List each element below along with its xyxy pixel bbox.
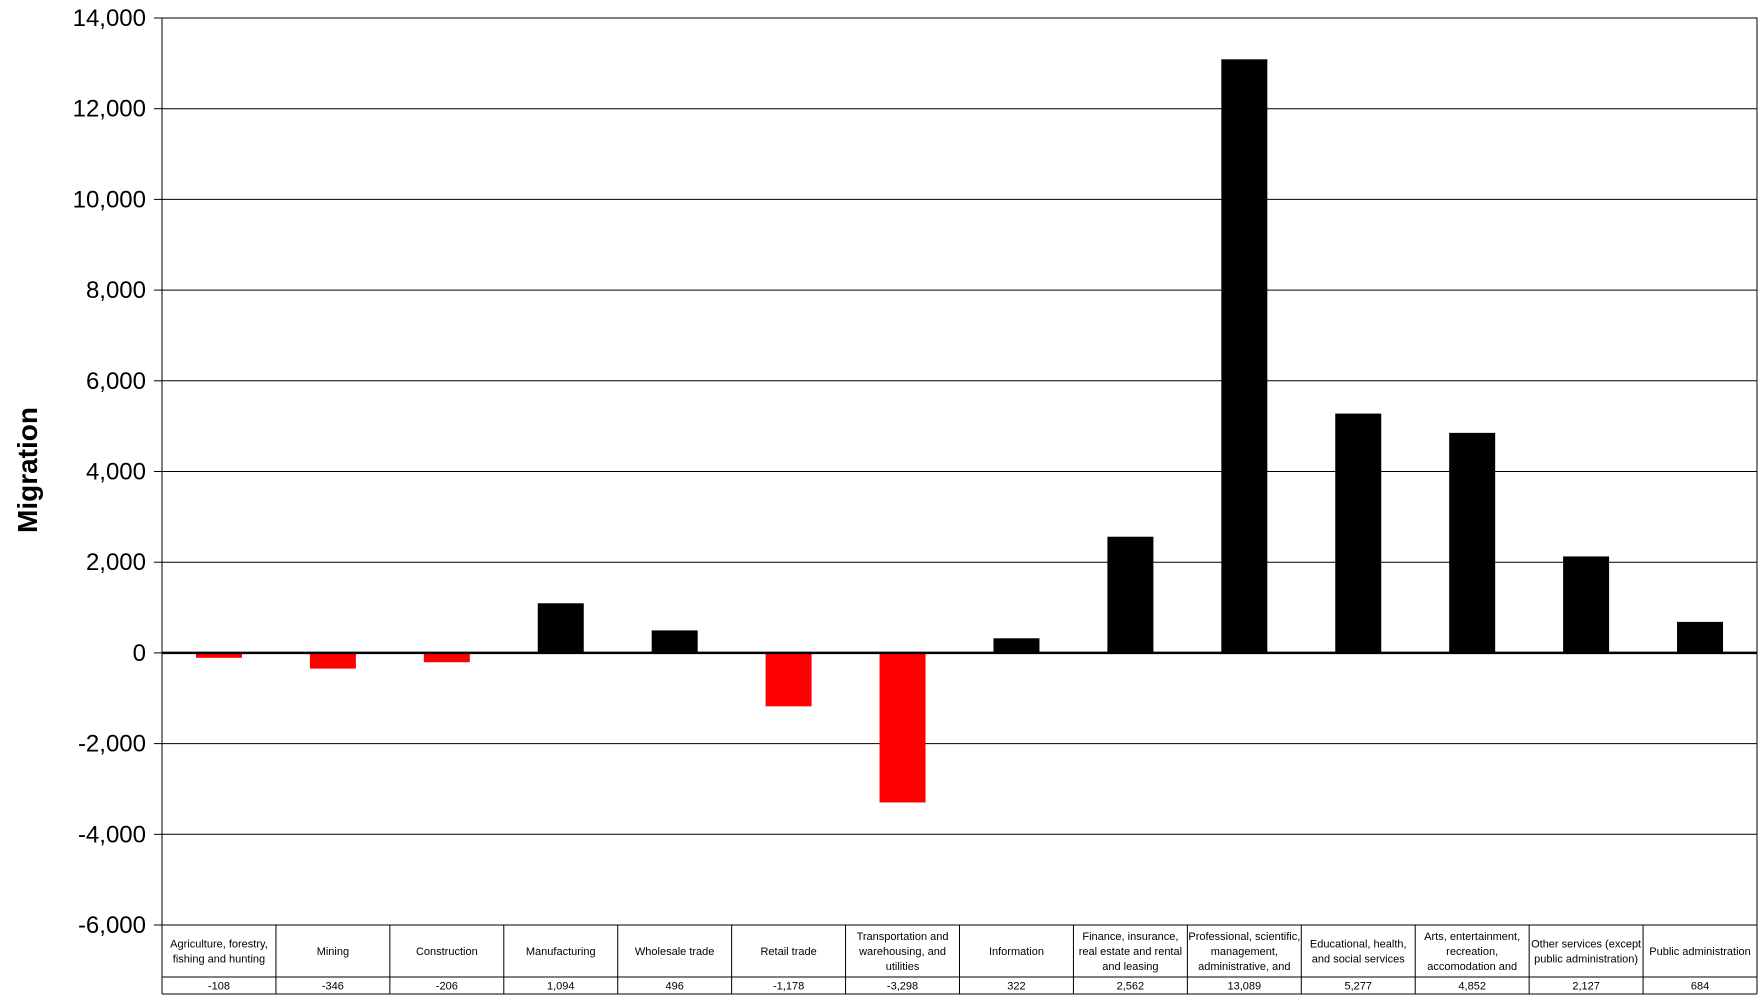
data-table: Agriculture, forestry, fishing and huntin… <box>161 925 1758 995</box>
category-label: Manufacturing <box>526 946 596 958</box>
bar <box>1221 59 1268 653</box>
y-tick-label: 0 <box>133 640 146 667</box>
y-tick-label: 8,000 <box>86 277 146 304</box>
category-label: Transportation and <box>857 931 949 943</box>
category-label: and social services <box>1312 954 1405 966</box>
bar <box>1335 413 1382 653</box>
category-label: warehousing, and <box>858 946 946 958</box>
y-axis-title: Migration <box>12 407 43 533</box>
bars <box>195 59 1724 803</box>
y-tick-label: 10,000 <box>73 186 146 213</box>
y-tick-label: 4,000 <box>86 459 146 486</box>
bar <box>195 652 242 658</box>
category-label: Agriculture, forestry, <box>170 939 268 951</box>
value-label: -1,178 <box>773 981 804 993</box>
y-tick-label: 12,000 <box>73 96 146 123</box>
bar <box>309 652 356 669</box>
bar <box>879 652 926 803</box>
y-tick-label: 6,000 <box>86 368 146 395</box>
category-label: and leasing <box>1102 961 1158 973</box>
category-label: Finance, insurance, <box>1082 931 1178 943</box>
value-label: -108 <box>208 981 230 993</box>
value-label: 2,562 <box>1117 981 1145 993</box>
y-tick-label: 2,000 <box>86 549 146 576</box>
category-label: Arts, entertainment, <box>1424 931 1520 943</box>
value-label: 1,094 <box>547 981 575 993</box>
category-label: recreation, <box>1446 946 1498 958</box>
value-label: 322 <box>1007 981 1025 993</box>
y-tick-labels: 14,000 12,000 10,000 8,000 6,000 4,000 2,000 0 -… <box>73 5 146 939</box>
value-label: -206 <box>436 981 458 993</box>
category-label: management, <box>1211 946 1278 958</box>
category-label: Public administration <box>1649 946 1751 958</box>
value-label: 4,852 <box>1458 981 1486 993</box>
y-tick-label: -2,000 <box>78 731 146 758</box>
value-label: 496 <box>665 981 683 993</box>
category-label: Professional, scientific, <box>1188 931 1300 943</box>
bar <box>1563 556 1610 653</box>
category-label: accomodation and <box>1427 961 1517 973</box>
category-label: Educational, health, <box>1310 939 1407 951</box>
value-label: 684 <box>1691 981 1709 993</box>
category-label: Retail trade <box>760 946 816 958</box>
bar <box>537 603 584 653</box>
bar <box>1449 432 1496 653</box>
bar <box>423 652 470 663</box>
value-label: 13,089 <box>1227 981 1261 993</box>
category-label: Construction <box>416 946 478 958</box>
category-label: utilities <box>886 961 920 973</box>
value-label: -346 <box>322 981 344 993</box>
y-tick-label: 14,000 <box>73 5 146 32</box>
category-label: Information <box>989 946 1044 958</box>
category-label: Other services (except <box>1531 939 1641 951</box>
category-label: Mining <box>317 946 349 958</box>
value-label: 5,277 <box>1344 981 1372 993</box>
value-label: 2,127 <box>1572 981 1600 993</box>
y-tick-label: -4,000 <box>78 821 146 848</box>
bar <box>1107 536 1154 653</box>
bar <box>1677 621 1724 653</box>
y-tick-label: -6,000 <box>78 912 146 939</box>
category-label: public administration) <box>1534 954 1638 966</box>
bar <box>765 652 812 707</box>
category-label: administrative, and <box>1198 961 1290 973</box>
bar <box>651 630 698 653</box>
category-label: Wholesale trade <box>635 946 715 958</box>
value-label: -3,298 <box>887 981 918 993</box>
category-label: fishing and hunting <box>173 954 265 966</box>
bar <box>993 638 1040 653</box>
gridlines <box>162 17 1757 926</box>
category-label: real estate and rental <box>1079 946 1182 958</box>
